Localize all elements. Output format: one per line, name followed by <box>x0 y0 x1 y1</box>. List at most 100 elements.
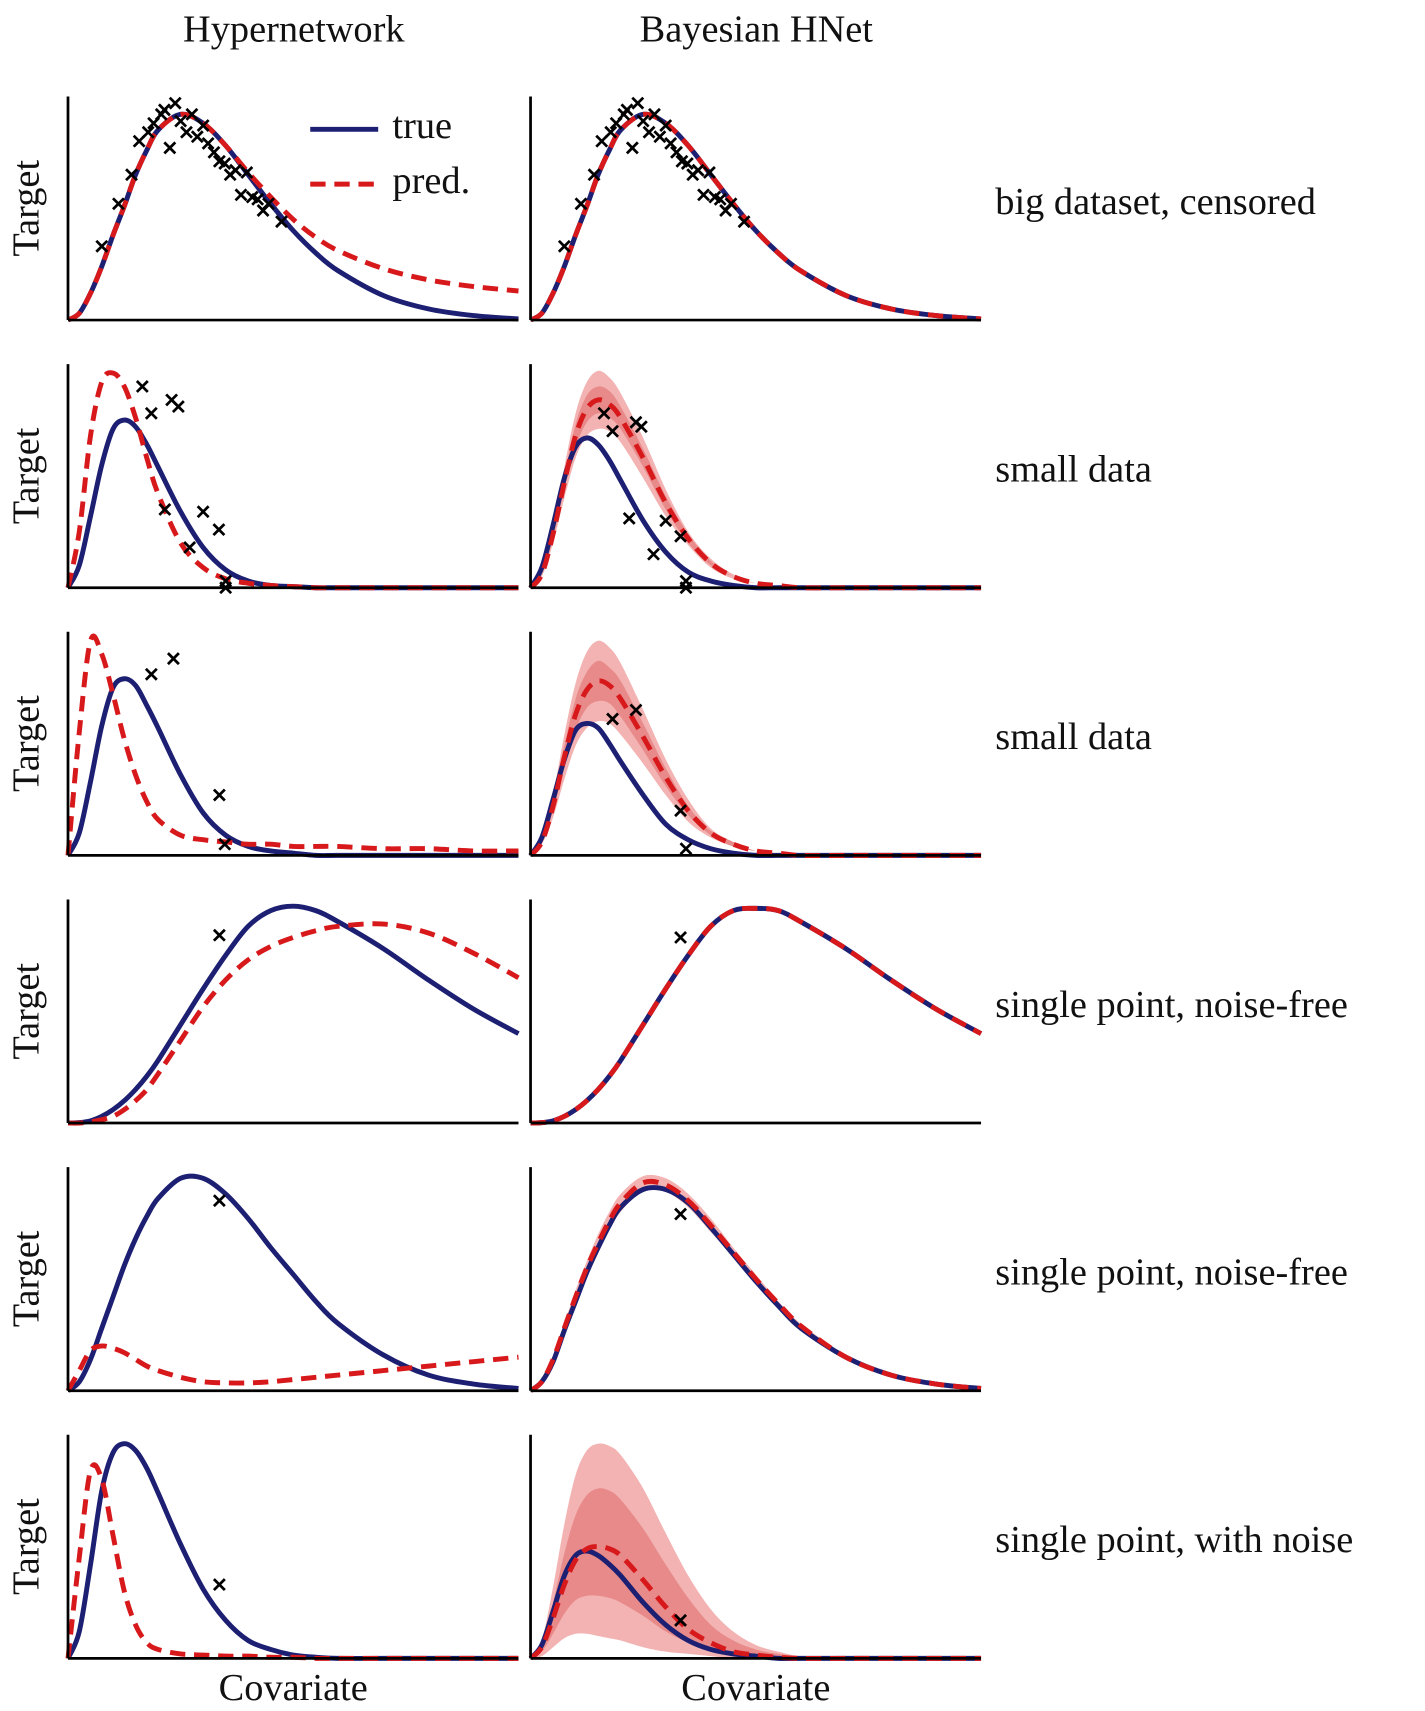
data-point <box>171 400 185 414</box>
data-point <box>691 163 705 177</box>
data-point <box>674 529 688 543</box>
data-point <box>664 136 678 150</box>
data-point <box>112 197 125 211</box>
data-point <box>713 192 727 206</box>
pred-line <box>65 370 519 591</box>
row-label: small data <box>995 448 1152 490</box>
data-point <box>166 652 180 666</box>
data-point <box>557 239 571 253</box>
data-point <box>201 136 215 150</box>
true-line <box>67 903 520 1126</box>
pred-line <box>66 111 519 323</box>
data-point <box>218 837 232 851</box>
data-point <box>144 406 158 420</box>
data-point <box>163 141 177 155</box>
data-point <box>574 197 588 211</box>
y-axis-label: Target <box>5 963 47 1060</box>
column-title: Hypernetwork <box>183 9 405 51</box>
data-point <box>125 168 138 182</box>
data-point <box>196 505 210 519</box>
data-point <box>625 141 639 155</box>
data-point <box>670 145 683 159</box>
pred-line <box>529 111 982 323</box>
pred-line <box>65 1343 519 1392</box>
data-point <box>647 547 660 561</box>
data-point <box>158 503 172 516</box>
data-point <box>251 192 265 206</box>
row-label: big dataset, censored <box>995 181 1316 223</box>
data-point <box>659 119 673 132</box>
row-label: single point, noise-free <box>995 1251 1348 1293</box>
data-point <box>234 188 248 202</box>
pred-line <box>65 633 519 856</box>
true-line <box>528 720 982 859</box>
data-point <box>240 166 254 179</box>
data-point <box>174 114 188 128</box>
data-point <box>636 114 650 128</box>
row-label: small data <box>995 716 1152 758</box>
true-line <box>528 435 982 591</box>
pred-line <box>529 1178 982 1393</box>
row-label: single point, with noise <box>995 1519 1353 1561</box>
data-point <box>212 1194 226 1208</box>
true-line <box>65 676 519 859</box>
data-point <box>229 163 243 177</box>
legend-label: pred. <box>392 160 470 202</box>
data-point <box>629 703 643 717</box>
data-point <box>737 215 751 229</box>
data-point <box>642 125 656 139</box>
data-point <box>702 166 716 179</box>
data-point <box>141 125 155 139</box>
data-point <box>212 523 226 537</box>
data-point <box>679 842 693 856</box>
true-line <box>529 1185 982 1393</box>
data-point <box>212 928 226 942</box>
data-point <box>674 1613 688 1627</box>
data-point <box>95 239 109 253</box>
data-point <box>144 667 158 681</box>
data-point <box>674 931 688 944</box>
data-point <box>275 215 288 229</box>
data-point <box>724 197 738 211</box>
data-point <box>659 514 673 528</box>
pred-line <box>65 1462 519 1661</box>
data-point <box>212 1578 226 1592</box>
data-point <box>135 380 149 393</box>
data-point <box>606 712 619 726</box>
data-point <box>207 145 221 159</box>
data-point <box>587 168 601 182</box>
true-line <box>65 417 519 591</box>
legend-label: true <box>392 105 452 147</box>
data-point <box>674 1207 688 1221</box>
data-point <box>622 511 636 525</box>
data-point <box>597 406 611 420</box>
data-point <box>647 107 661 121</box>
data-point <box>262 197 275 211</box>
data-point <box>190 130 204 144</box>
uncertainty-band <box>530 660 982 856</box>
y-axis-label: Target <box>5 1498 47 1595</box>
data-point <box>185 107 199 121</box>
data-point <box>180 125 193 139</box>
data-point <box>674 804 688 818</box>
data-point <box>697 188 710 202</box>
column-title: Bayesian HNet <box>640 9 874 51</box>
uncertainty-band <box>530 1488 982 1659</box>
row-label: single point, noise-free <box>995 984 1348 1026</box>
y-axis-label: Target <box>5 427 47 524</box>
data-point <box>218 157 232 170</box>
data-point <box>196 119 210 132</box>
pred-line <box>530 905 983 1126</box>
data-point <box>631 96 645 110</box>
data-point <box>168 96 182 110</box>
data-point <box>157 103 171 117</box>
data-point <box>212 788 226 802</box>
data-point <box>634 420 648 434</box>
data-point <box>653 130 667 144</box>
data-point <box>604 125 618 139</box>
pred-line <box>67 921 520 1126</box>
y-axis-label: Target <box>5 1230 47 1327</box>
y-axis-label: Target <box>5 160 47 257</box>
x-axis-label: Covariate <box>681 1667 830 1709</box>
